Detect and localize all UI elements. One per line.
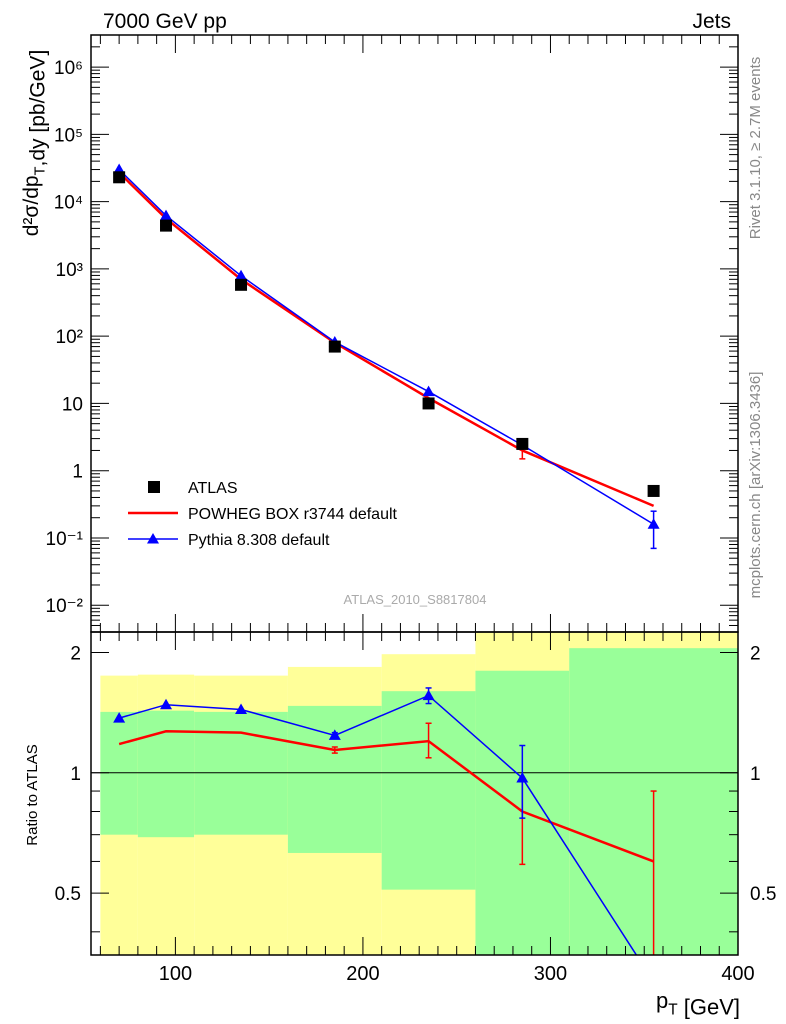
green-band-bin bbox=[194, 711, 288, 835]
atlas-point bbox=[328, 340, 341, 353]
ratio-y-tick-label-right: 2 bbox=[750, 643, 761, 664]
main-y-tick-label: 10⁶ bbox=[54, 58, 83, 79]
main-series bbox=[113, 163, 660, 550]
ratio-pythia-point bbox=[113, 712, 126, 723]
svg-text:pT [GeV]: pT [GeV] bbox=[656, 988, 740, 1020]
legend: ATLAS POWHEG BOX r3744 default Pythia 8.30… bbox=[128, 480, 398, 549]
ratio-y-tick-label-right: 0.5 bbox=[750, 884, 776, 905]
legend-label: ATLAS bbox=[188, 480, 238, 497]
green-band-bin bbox=[287, 705, 382, 853]
green-band-bin bbox=[381, 691, 476, 890]
axis-tick-labels: 10⁻² 10⁻¹ 1 10 10² 10³ 10⁴ 10⁵ 10⁶ 100 200 300 400 0.… bbox=[46, 58, 777, 985]
atlas-point bbox=[160, 219, 173, 232]
atlas-point bbox=[422, 397, 435, 410]
ratio-y-tick-label-right: 1 bbox=[750, 764, 761, 785]
legend-label: POWHEG BOX r3744 default bbox=[188, 506, 398, 523]
pythia-point bbox=[160, 209, 173, 221]
svg-text:d²σ/dpT,dy [pb/GeV]: d²σ/dpT,dy [pb/GeV] bbox=[20, 50, 49, 237]
pythia-point bbox=[235, 269, 248, 281]
x-tick-label: 400 bbox=[721, 963, 754, 985]
atlas-point bbox=[647, 484, 660, 497]
header-right: Jets bbox=[692, 10, 731, 33]
ratio-pythia-point bbox=[648, 976, 660, 987]
green-band-bin bbox=[100, 711, 138, 835]
main-y-tick-label: 10⁻² bbox=[46, 596, 84, 617]
green-band-bin bbox=[137, 710, 195, 838]
mcplots-label: mcplots.cern.ch [arXiv:1306.3436] bbox=[747, 372, 764, 599]
powheg-line bbox=[118, 171, 655, 508]
x-tick-label: 300 bbox=[534, 963, 567, 985]
main-y-axis-title: d²σ/dpT,dy [pb/GeV] bbox=[20, 50, 49, 237]
ratio-pythia-point bbox=[235, 703, 248, 714]
main-y-tick-label: 10 bbox=[62, 394, 83, 415]
pythia-point bbox=[647, 518, 660, 529]
ratio-y-tick-label: 1 bbox=[70, 764, 81, 785]
atlas-point bbox=[516, 437, 529, 450]
ratio-y-axis-title: Ratio to ATLAS bbox=[24, 744, 41, 845]
analysis-watermark: ATLAS_2010_S8817804 bbox=[344, 592, 487, 607]
ratio-plot-frame bbox=[90, 631, 739, 956]
atlas-point bbox=[113, 171, 126, 184]
atlas-point bbox=[235, 278, 248, 291]
header-left: 7000 GeV pp bbox=[103, 10, 227, 33]
ratio-pythia-point bbox=[160, 698, 173, 710]
axis-ticks bbox=[91, 34, 739, 955]
main-y-tick-label: 10⁻¹ bbox=[46, 529, 84, 550]
x-axis-title: pT [GeV] bbox=[656, 988, 740, 1020]
main-y-tick-label: 10⁴ bbox=[54, 193, 83, 214]
main-y-tick-label: 10³ bbox=[56, 260, 83, 281]
ratio-pythia-point bbox=[516, 772, 529, 783]
main-y-tick-label: 10⁵ bbox=[54, 125, 83, 146]
main-y-tick-label: 1 bbox=[72, 462, 83, 483]
pythia-point bbox=[422, 385, 435, 397]
ratio-y-tick-label: 2 bbox=[70, 643, 81, 664]
x-tick-label: 200 bbox=[346, 963, 379, 985]
x-tick-label: 100 bbox=[159, 963, 192, 985]
legend-label: Pythia 8.308 default bbox=[188, 532, 330, 549]
ratio-pythia-point bbox=[422, 689, 435, 701]
ratio-uncertainty-bands bbox=[100, 632, 738, 955]
ratio-y-tick-label: 0.5 bbox=[55, 884, 81, 905]
legend-marker-pythia-triangle bbox=[147, 533, 159, 544]
ratio-series bbox=[113, 687, 660, 987]
ratio-pythia-point bbox=[328, 729, 341, 740]
main-y-tick-label: 10² bbox=[56, 327, 83, 348]
rivet-version-label: Rivet 3.1.10, ≥ 2.7M events bbox=[747, 57, 764, 240]
legend-marker-atlas bbox=[148, 481, 160, 493]
